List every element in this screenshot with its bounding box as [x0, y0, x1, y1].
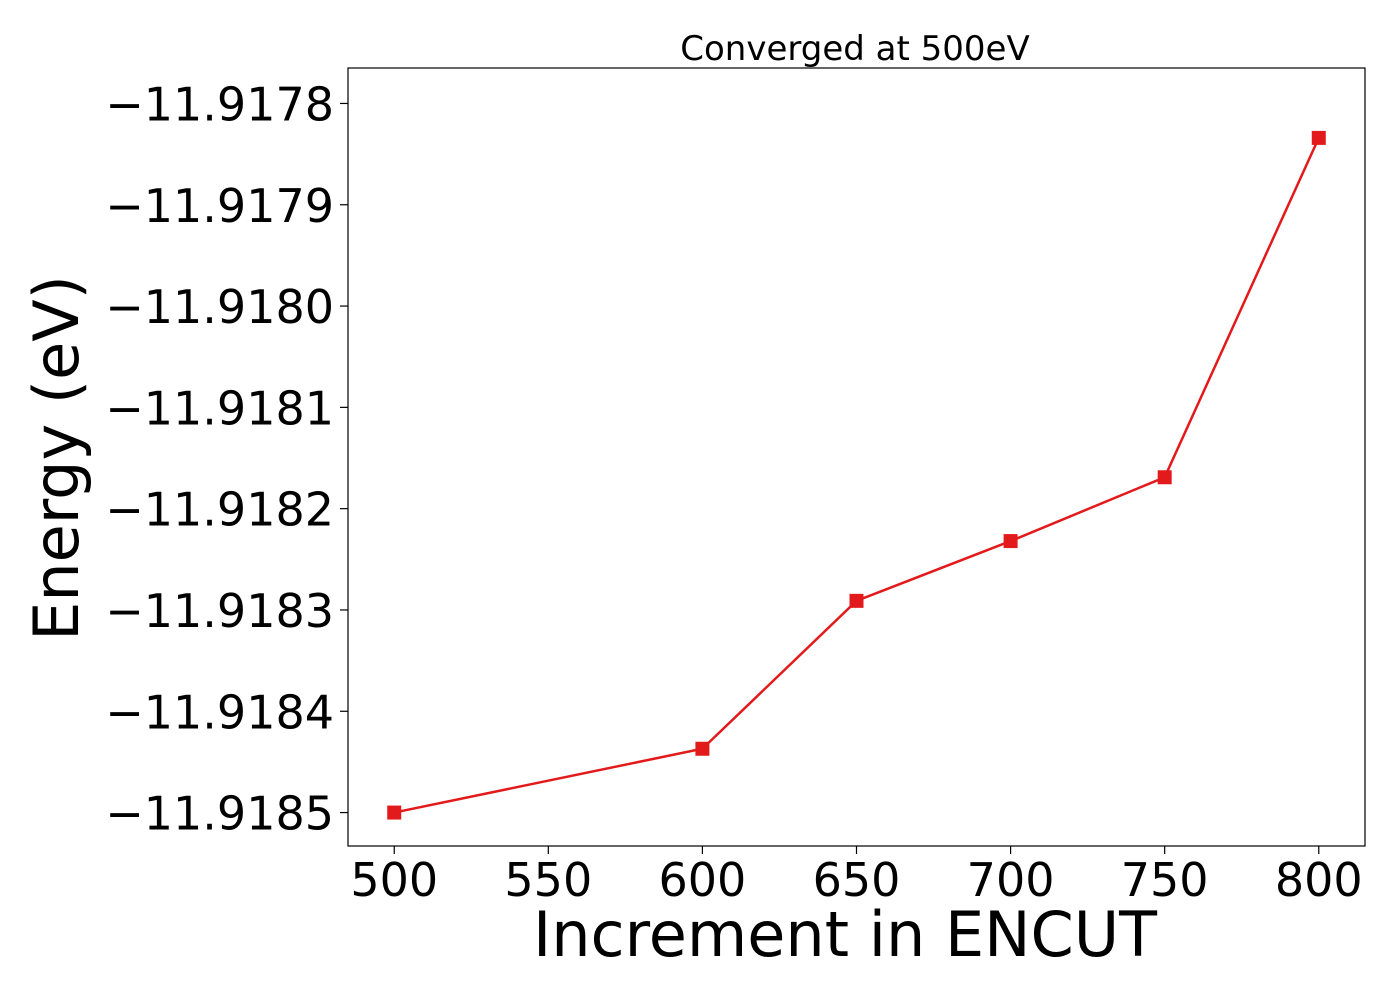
data-point-marker — [1311, 130, 1326, 145]
x-tick-label: 750 — [1121, 853, 1209, 907]
y-tick-label: −11.9185 — [105, 787, 334, 841]
x-tick-label: 500 — [350, 853, 438, 907]
x-tick-label: 600 — [659, 853, 747, 907]
x-tick-label: 550 — [504, 853, 592, 907]
y-tick-label: −11.9183 — [105, 584, 334, 638]
data-point-marker — [1003, 534, 1018, 549]
data-point-marker — [849, 593, 864, 608]
y-tick-label: −11.9182 — [105, 483, 334, 537]
x-axis: 500 550 600 650 700 750 800 — [350, 846, 1363, 907]
chart-title: Converged at 500eV — [680, 29, 1029, 69]
x-tick-label: 800 — [1275, 853, 1363, 907]
data-point-marker — [387, 805, 402, 820]
y-tick-label: −11.9180 — [105, 280, 334, 334]
y-tick-label: −11.9178 — [105, 77, 334, 131]
x-tick-label: 650 — [813, 853, 901, 907]
y-axis: −11.9185 −11.9184 −11.9183 −11.9182 −11.9181… — [105, 77, 348, 841]
y-tick-label: −11.9179 — [105, 179, 334, 233]
y-tick-label: −11.9181 — [105, 381, 334, 435]
y-axis-label: Energy (eV) — [20, 275, 93, 641]
x-axis-label: Increment in ENCUT — [533, 898, 1158, 971]
y-tick-label: −11.9184 — [105, 685, 334, 739]
x-tick-label: 700 — [967, 853, 1055, 907]
data-point-marker — [695, 741, 710, 756]
series-line — [393, 137, 1320, 814]
data-point-marker — [1157, 470, 1172, 485]
series-layer — [387, 130, 1326, 820]
